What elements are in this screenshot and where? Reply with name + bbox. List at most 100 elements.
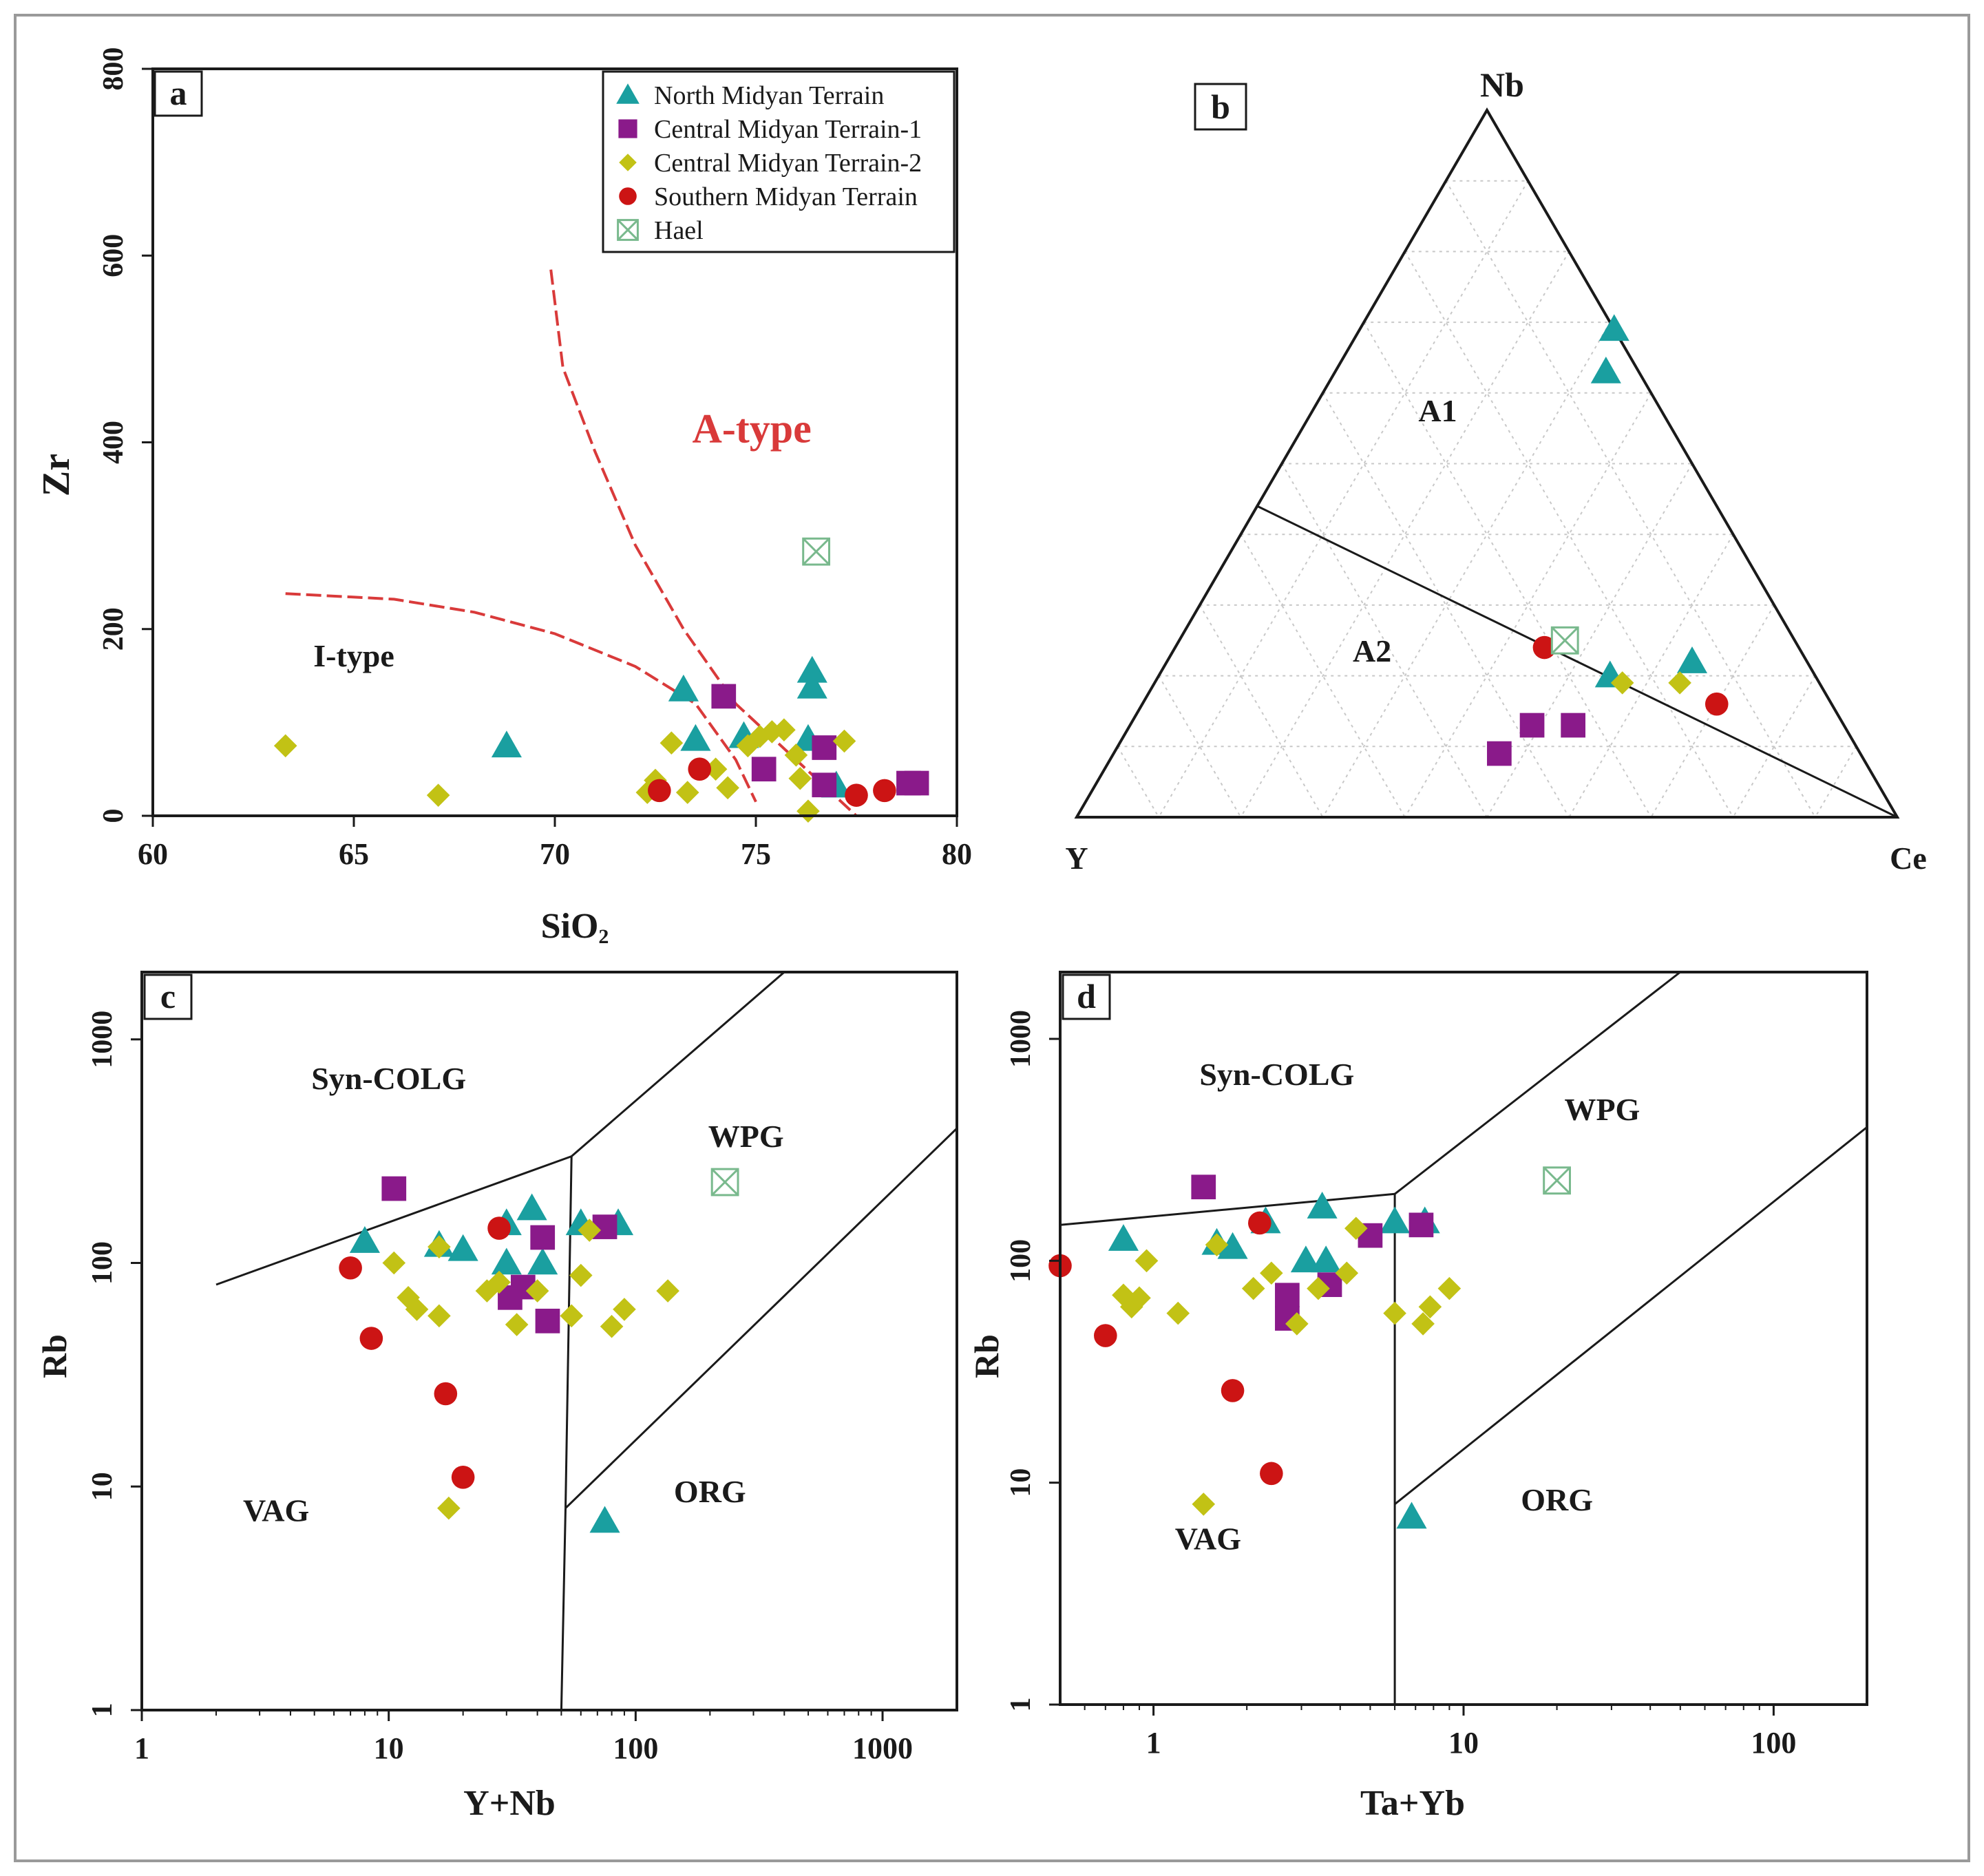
panel-d-point-central1 — [1191, 1174, 1216, 1200]
panel-a-point-central2 — [772, 718, 796, 742]
panel-c-boundary-line — [215, 1155, 572, 1286]
panel-a-point-central1 — [812, 772, 837, 798]
panel-a-point-central1 — [904, 770, 929, 796]
panel-b-ternary-grid — [1117, 180, 1857, 818]
panel-c-point-central2 — [428, 1235, 451, 1258]
panel-d-region-label: ORG — [1521, 1482, 1593, 1517]
panel-c-letter: c — [160, 977, 176, 1015]
panel-d-region-label: WPG — [1564, 1092, 1640, 1127]
panel-d-point-central2 — [1205, 1233, 1229, 1256]
panel-d-region-labels: Syn-COLG WPG VAG ORG — [1175, 1057, 1640, 1557]
panel-c-boundary-line — [560, 1508, 567, 1710]
panel-a-point-southern — [688, 757, 712, 781]
panel-c-ticks: 1 10 100 1000 1 10 100 1000 — [87, 1011, 913, 1765]
panel-c-point-north — [527, 1247, 558, 1275]
panel-b-grid-line — [1445, 180, 1816, 818]
panel-a-point-central2 — [426, 783, 450, 807]
panel-c-points — [339, 1168, 739, 1533]
panel-a-point-north — [796, 655, 827, 683]
panel-c-point-southern — [339, 1256, 362, 1280]
panel-a-point-north — [680, 724, 711, 751]
panel-c-letter-box — [143, 973, 193, 1020]
panel-c-plot-frame — [140, 971, 958, 1711]
panel-a-letter: a — [170, 74, 187, 112]
panel-c-point-southern — [359, 1327, 383, 1350]
panel-a-xlabel-main: SiO — [541, 907, 599, 946]
panel-c-boundary-line — [571, 972, 785, 1157]
panel-c-y-tick-label: 1000 — [87, 1011, 118, 1068]
panel-d-y-axis-label: Rb — [967, 1334, 1006, 1378]
panel-c-point-central1 — [381, 1176, 407, 1201]
panel-a-region-label: A-type — [693, 406, 812, 452]
panel-a-point-north — [491, 730, 522, 758]
panel-d: 1 10 100 1 10 100 1000 Syn-COLG WPG VAG ORG d Ta+… — [967, 971, 1868, 1823]
panel-d-point-southern — [1094, 1324, 1117, 1347]
panel-d-point-central2 — [1418, 1295, 1442, 1319]
panel-c-region-labels: Syn-COLG WPG VAG ORG — [243, 1061, 784, 1528]
panel-d-point-central2 — [1241, 1276, 1265, 1300]
panel-d-point-central2 — [1335, 1261, 1359, 1285]
panel-b-region-label: A1 — [1418, 393, 1457, 428]
panel-c-point-central2 — [428, 1304, 451, 1328]
legend-symbol-north — [616, 83, 640, 104]
panel-b-point-central1 — [1519, 713, 1545, 738]
panel-b-grid-line — [1363, 322, 1652, 818]
panel-d-point-north — [1380, 1206, 1411, 1234]
panel-c-point-central2 — [437, 1496, 461, 1520]
panel-b-boundary-line — [1256, 505, 1898, 819]
panel-c-point-central2 — [382, 1251, 406, 1275]
legend-symbol-central2 — [619, 154, 637, 171]
panel-b-letter-box — [1194, 83, 1247, 131]
panel-b-point-southern — [1705, 692, 1729, 716]
panel-b-grid-line — [1404, 392, 1652, 818]
panel-c-region-label: ORG — [674, 1474, 746, 1509]
panel-d-y-tick-label: 10 — [1005, 1468, 1037, 1497]
panel-d-point-southern — [1260, 1462, 1283, 1486]
panel-a-point-southern — [648, 779, 671, 803]
panel-b-point-central2 — [1668, 671, 1691, 695]
panel-b-grid-line — [1322, 392, 1570, 818]
panel-c-point-north — [349, 1225, 380, 1253]
panel-a-boundary-line — [285, 592, 757, 803]
panel-a-boundaries — [285, 269, 858, 816]
panel-d-x-tick-label: 1 — [1146, 1726, 1161, 1760]
panel-b-region-labels: A1 A2 — [1353, 393, 1457, 668]
panel-a-points — [273, 537, 929, 823]
panel-d-y-tick-label: 1000 — [1005, 1010, 1037, 1068]
panel-d-point-central2 — [1192, 1493, 1216, 1516]
panel-a-point-hael — [802, 537, 830, 566]
panel-c-boundary-line — [564, 1127, 957, 1509]
panel-d-point-central2 — [1260, 1261, 1283, 1285]
panel-d-boundary-line — [1394, 1126, 1867, 1506]
panel-a-x-tick-label: 80 — [942, 837, 972, 871]
panel-b-point-central1 — [1561, 713, 1586, 738]
panel-b-point-north — [1590, 356, 1621, 383]
panel-d-point-north — [1307, 1191, 1338, 1219]
panel-a-x-axis-label: SiO2 — [541, 907, 609, 948]
panel-a-x-tick-label: 70 — [540, 837, 570, 871]
panel-a-region-labels: A-type I-type — [313, 406, 812, 674]
panel-a-point-central1 — [751, 757, 777, 782]
panel-d-letter-box — [1062, 973, 1111, 1020]
legend-label-hael: Hael — [654, 216, 704, 245]
panel-d-points — [1048, 1166, 1571, 1529]
panel-a-point-central2 — [273, 734, 297, 758]
panel-d-point-central2 — [1135, 1249, 1159, 1273]
panel-d-point-central2 — [1344, 1216, 1368, 1241]
panel-d-point-hael — [1543, 1166, 1571, 1195]
panel-a-point-central2 — [832, 729, 856, 753]
panel-d-ticks: 1 10 100 1 10 100 1000 — [1005, 1010, 1796, 1760]
panel-a-point-southern — [845, 783, 868, 807]
panel-a-y-axis-label: Zr — [35, 454, 78, 496]
panel-d-point-north — [1217, 1232, 1248, 1259]
panel-c-point-central2 — [613, 1298, 636, 1321]
panel-d-point-central2 — [1128, 1286, 1151, 1310]
panel-c-x-tick-label: 1 — [134, 1731, 149, 1765]
panel-c-region-label: VAG — [243, 1493, 309, 1528]
legend-symbol-central1 — [618, 119, 637, 138]
panel-c-y-axis-label: Rb — [35, 1334, 74, 1378]
panel-c-point-hael — [710, 1168, 739, 1197]
